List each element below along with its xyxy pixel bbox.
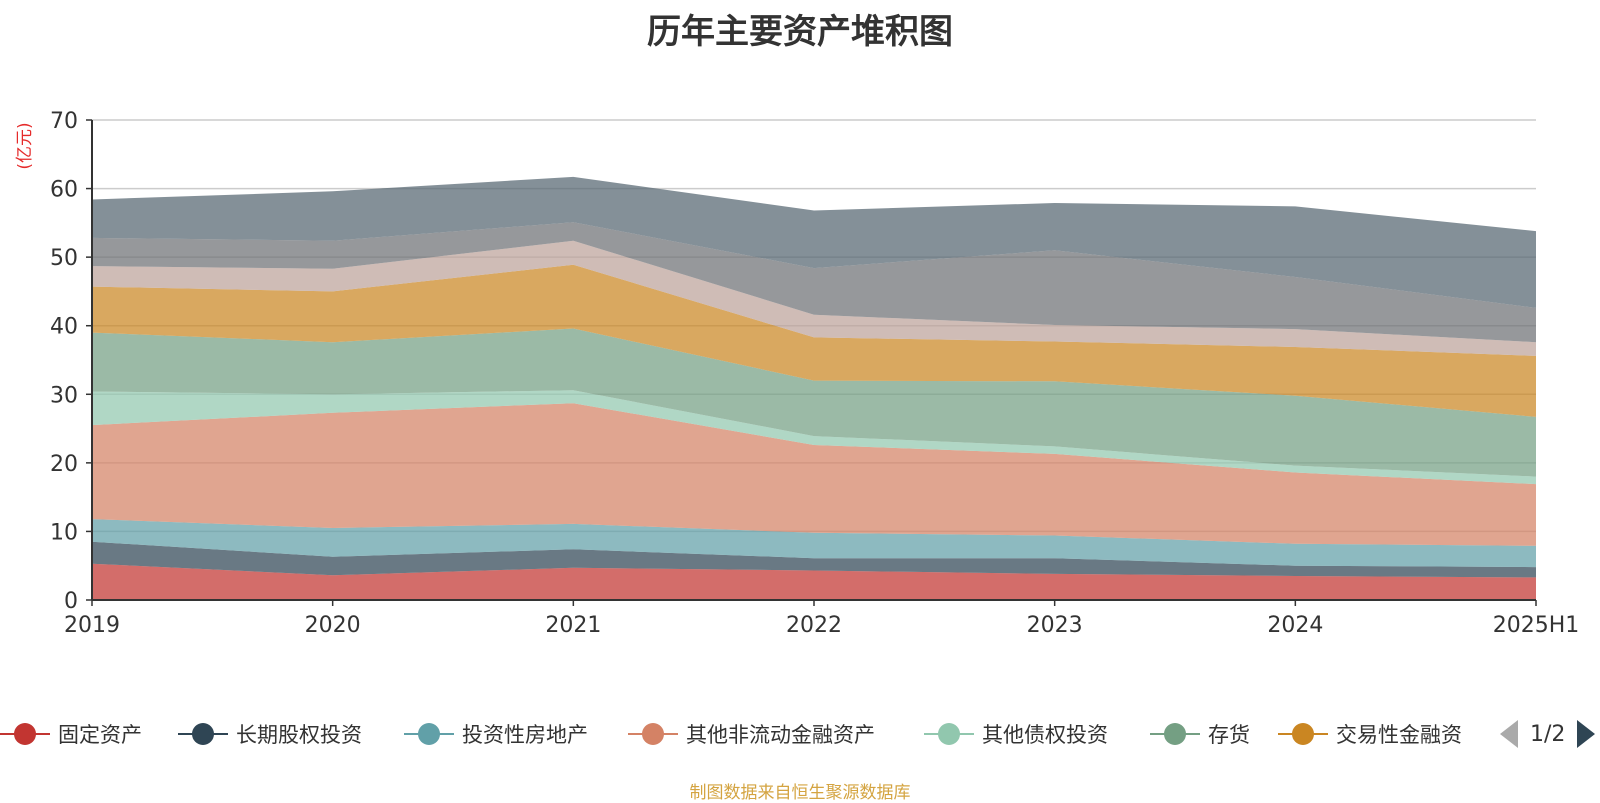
legend-item[interactable]: 其他债权投资 bbox=[924, 714, 1108, 754]
area-series-3[interactable] bbox=[92, 519, 1536, 568]
area-series-8[interactable] bbox=[92, 240, 1536, 356]
legend-page-indicator: 1/2 bbox=[1530, 721, 1566, 747]
legend-item[interactable]: 长期股权投资 bbox=[178, 714, 362, 754]
y-axis-unit-label: (亿元) bbox=[15, 122, 35, 169]
axes: 0 10 20 30 40 50 60 70 2019 2020 2021 2022 2023 2024 2… bbox=[50, 109, 1579, 638]
y-tick-label: 0 bbox=[64, 589, 78, 614]
area-series-1[interactable] bbox=[92, 563, 1536, 600]
area-series-layer bbox=[92, 176, 1536, 600]
legend-pager: 1/2 bbox=[1500, 714, 1596, 754]
x-tick-label: 2022 bbox=[786, 613, 842, 638]
chart-title: 历年主要资产堆积图 bbox=[647, 12, 953, 52]
legend-item[interactable]: 投资性房地产 bbox=[404, 714, 588, 754]
x-tick-label: 2025H1 bbox=[1493, 613, 1580, 638]
legend-label: 投资性房地产 bbox=[462, 723, 588, 747]
y-tick-label: 50 bbox=[50, 246, 78, 271]
legend-item[interactable]: 交易性金融资 bbox=[1278, 714, 1462, 754]
stacked-area-chart: 0 10 20 30 40 50 60 70 2019 2020 2021 2022 2023 2024 2… bbox=[15, 109, 1579, 638]
legend-marker-icon bbox=[404, 719, 454, 749]
x-tick-label: 2019 bbox=[64, 613, 120, 638]
area-series-4[interactable] bbox=[92, 403, 1536, 546]
legend-label: 长期股权投资 bbox=[236, 723, 362, 747]
area-series-9[interactable] bbox=[92, 222, 1536, 343]
legend-label: 交易性金融资 bbox=[1336, 723, 1462, 747]
legend-label: 固定资产 bbox=[58, 723, 142, 747]
legend-marker-icon bbox=[178, 719, 228, 749]
legend-marker-icon bbox=[628, 719, 678, 749]
legend-marker-icon bbox=[0, 719, 50, 749]
source-note: 制图数据来自恒生聚源数据库 bbox=[689, 783, 911, 803]
y-tick-label: 30 bbox=[50, 383, 78, 408]
x-tick-label: 2024 bbox=[1267, 613, 1323, 638]
legend-item[interactable]: 其他非流动金融资产 bbox=[628, 714, 875, 754]
x-tick-label: 2020 bbox=[305, 613, 361, 638]
x-tick-label: 2023 bbox=[1027, 613, 1083, 638]
legend: 固定资产 长期股权投资 投资性房地产 其他非流动金融资产 其他债权投资 存货 交易性金融资 bbox=[0, 714, 1600, 754]
legend-prev-page-icon[interactable] bbox=[1500, 720, 1518, 748]
legend-next-page-icon[interactable] bbox=[1577, 720, 1596, 748]
legend-item[interactable]: 固定资产 bbox=[0, 714, 142, 754]
legend-label: 其他非流动金融资产 bbox=[686, 723, 875, 747]
area-series-5[interactable] bbox=[92, 390, 1536, 485]
y-tick-label: 70 bbox=[50, 109, 78, 134]
legend-item[interactable]: 存货 bbox=[1150, 714, 1250, 754]
area-series-7[interactable] bbox=[92, 264, 1536, 417]
x-tick-label: 2021 bbox=[545, 613, 601, 638]
y-tick-label: 20 bbox=[50, 452, 78, 477]
legend-marker-icon bbox=[1278, 719, 1328, 749]
y-tick-label: 60 bbox=[50, 178, 78, 203]
legend-label: 其他债权投资 bbox=[982, 723, 1108, 747]
legend-marker-icon bbox=[924, 719, 974, 749]
area-series-10[interactable] bbox=[92, 176, 1536, 308]
y-tick-label: 40 bbox=[50, 315, 78, 340]
legend-marker-icon bbox=[1150, 719, 1200, 749]
area-series-2[interactable] bbox=[92, 541, 1536, 578]
y-tick-label: 10 bbox=[50, 520, 78, 545]
legend-label: 存货 bbox=[1208, 723, 1250, 747]
area-series-6[interactable] bbox=[92, 328, 1536, 477]
